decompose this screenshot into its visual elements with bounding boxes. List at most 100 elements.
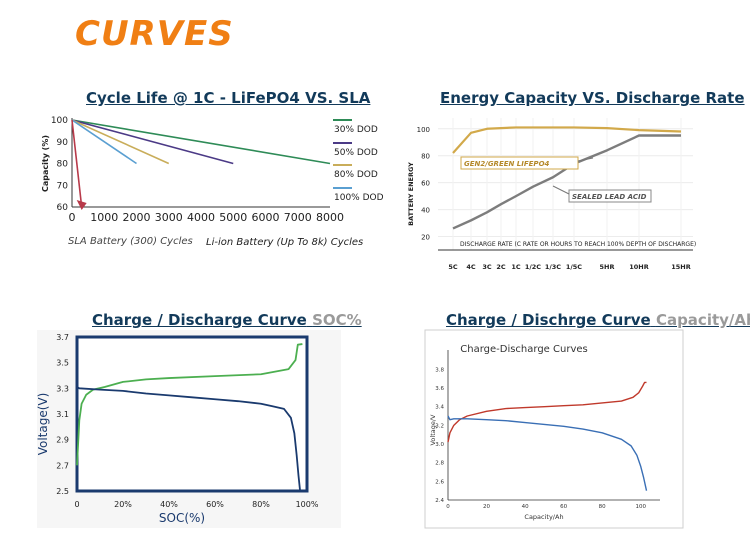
chart-1-title: Cycle Life @ 1C - LiFePO4 VS. SLA xyxy=(86,89,371,107)
x-tick-label: 6000 xyxy=(252,211,280,224)
y-tick-label: 3.7 xyxy=(56,333,69,342)
legend-label-1: 50% DOD xyxy=(334,148,378,158)
series-line-3 xyxy=(71,119,137,165)
y-tick-label: 3.6 xyxy=(435,386,444,392)
x-tick-label: 4C xyxy=(466,263,476,271)
x-tick-label: 2C xyxy=(496,263,506,271)
x-tick-label: 0 xyxy=(69,211,76,224)
y-axis-label: BATTERY ENERGY xyxy=(407,162,415,226)
lifepo4-leader xyxy=(577,157,594,162)
x-tick-label: 80 xyxy=(599,504,606,510)
y-tick-label: 3.2 xyxy=(435,423,444,429)
inner-title: Charge-Discharge Curves xyxy=(460,344,587,355)
x-tick-label: 3000 xyxy=(155,211,183,224)
sla-label: SEALED LEAD ACID xyxy=(572,193,647,201)
y-tick-label: 80 xyxy=(57,160,69,170)
x-tick-label: 3C xyxy=(482,263,492,271)
x-tick-label: 1000 xyxy=(90,211,118,224)
x-tick-label: 15HR xyxy=(671,263,691,271)
y-tick-label: 3.3 xyxy=(56,384,69,393)
y-tick-label: 3.1 xyxy=(56,410,69,419)
y-tick-label: 2.5 xyxy=(56,487,69,496)
plot-frame xyxy=(75,335,309,493)
y-tick-label: 3.5 xyxy=(56,359,69,368)
x-tick-label: 100 xyxy=(635,504,646,510)
series-line-1 xyxy=(76,386,301,492)
x-tick-label: 1/2C xyxy=(525,263,541,271)
y-tick-label: 2.4 xyxy=(435,498,444,504)
series-line-2 xyxy=(71,119,170,165)
y-tick-label: 90 xyxy=(57,138,69,148)
soc-curve-chart: 2.5 2.7 2.9 3.1 3.3 3.5 3.7 0 20% 40% 60% 80% 100% Vo… xyxy=(36,330,341,528)
y-tick-label: 80 xyxy=(421,153,430,161)
sla-arrow-head xyxy=(76,200,87,210)
y-tick-label: 60 xyxy=(421,180,430,188)
x-tick-label: 8000 xyxy=(316,211,344,224)
y-tick-label: 3.8 xyxy=(435,367,444,373)
series-line-0 xyxy=(452,126,682,154)
x-axis-label: DISCHARGE RATE (C RATE OR HOURS TO REACH… xyxy=(460,241,696,248)
x-tick-label: 40% xyxy=(160,500,178,509)
series-line-0 xyxy=(447,381,647,443)
plot-frame-outer xyxy=(424,329,684,529)
chart-3-title-suffix: SOC% xyxy=(312,311,362,329)
x-tick-label: 4000 xyxy=(187,211,215,224)
x-tick-label: 20 xyxy=(483,504,490,510)
chart-2-title: Energy Capacity VS. Discharge Rate xyxy=(440,89,745,107)
x-tick-label: 10HR xyxy=(629,263,649,271)
y-tick-label: 100 xyxy=(51,116,68,126)
legend-label-0: 30% DOD xyxy=(334,125,378,135)
y-tick-label: 2.7 xyxy=(56,461,69,470)
series-line-1 xyxy=(447,415,648,491)
legend-label-3: 100% DOD xyxy=(334,193,384,203)
sla-leader xyxy=(552,185,570,195)
legend-label-2: 80% DOD xyxy=(334,170,378,180)
lifepo4-label-box xyxy=(460,156,579,170)
y-tick-label: 20 xyxy=(421,234,430,242)
x-axis-label: Capacity/Ah xyxy=(524,513,563,521)
y-tick-label: 3.4 xyxy=(435,405,444,411)
series-line-0 xyxy=(71,119,331,165)
y-tick-label: 100 xyxy=(417,126,430,134)
lifepo4-label: GEN2/GREEN LIFEPO4 xyxy=(464,160,550,168)
energy-capacity-chart: 20 40 60 80 100 5C 4C 3C 2C 1C 1/2C 1/3C 1/5C 5HR 10HR… xyxy=(407,118,696,271)
page-title: CURVES xyxy=(75,14,234,54)
y-axis-label: Voltage(V) xyxy=(36,393,50,456)
x-tick-label: 1/5C xyxy=(566,263,582,271)
capacity-curve-chart: Charge-Discharge Curves 2.4 2.6 2.8 3.0 3.2 3.… xyxy=(424,329,684,529)
annotation-sla: SLA Battery (300) Cycles xyxy=(68,236,193,247)
series-line-0 xyxy=(76,343,303,466)
y-tick-label: 2.9 xyxy=(56,436,69,445)
x-tick-label: 1C xyxy=(511,263,521,271)
x-tick-label: 5000 xyxy=(219,211,247,224)
chart-4-title-suffix: Capacity/Ah xyxy=(655,311,750,329)
chart-3-title-main: Charge / Discharge Curve xyxy=(92,311,307,329)
x-tick-label: 100% xyxy=(296,500,319,509)
x-tick-label: 1/3C xyxy=(545,263,561,271)
x-tick-label: 0 xyxy=(74,500,79,509)
series-line-1 xyxy=(71,119,234,165)
series-line-4 xyxy=(71,119,83,208)
y-tick-label: 2.6 xyxy=(435,479,444,485)
x-tick-label: 5C xyxy=(448,263,458,271)
x-tick-label: 60 xyxy=(560,504,567,510)
x-tick-label: 7000 xyxy=(284,211,312,224)
chart-4-title-main: Charge / Dischrge Curve xyxy=(446,311,651,329)
x-axis-label: SOC(%) xyxy=(159,511,205,525)
y-tick-label: 3.0 xyxy=(435,442,444,448)
x-tick-label: 5HR xyxy=(600,263,615,271)
x-tick-label: 20% xyxy=(114,500,132,509)
x-tick-label: 0 xyxy=(446,504,450,510)
x-tick-label: 40 xyxy=(522,504,529,510)
y-tick-label: 70 xyxy=(57,181,69,191)
y-axis-label: Capacity (%) xyxy=(41,135,50,192)
y-tick-label: 2.8 xyxy=(435,461,444,467)
x-tick-label: 60% xyxy=(206,500,224,509)
y-axis-label: Voltage/V xyxy=(429,414,437,446)
sla-label-box xyxy=(568,189,652,203)
annotation-li-ion: Li-ion Battery (Up To 8k) Cycles xyxy=(206,237,363,248)
chart-4-title: Charge / Dischrge Curve Capacity/Ah xyxy=(446,311,750,329)
y-tick-label: 40 xyxy=(421,207,430,215)
x-tick-label: 2000 xyxy=(123,211,151,224)
